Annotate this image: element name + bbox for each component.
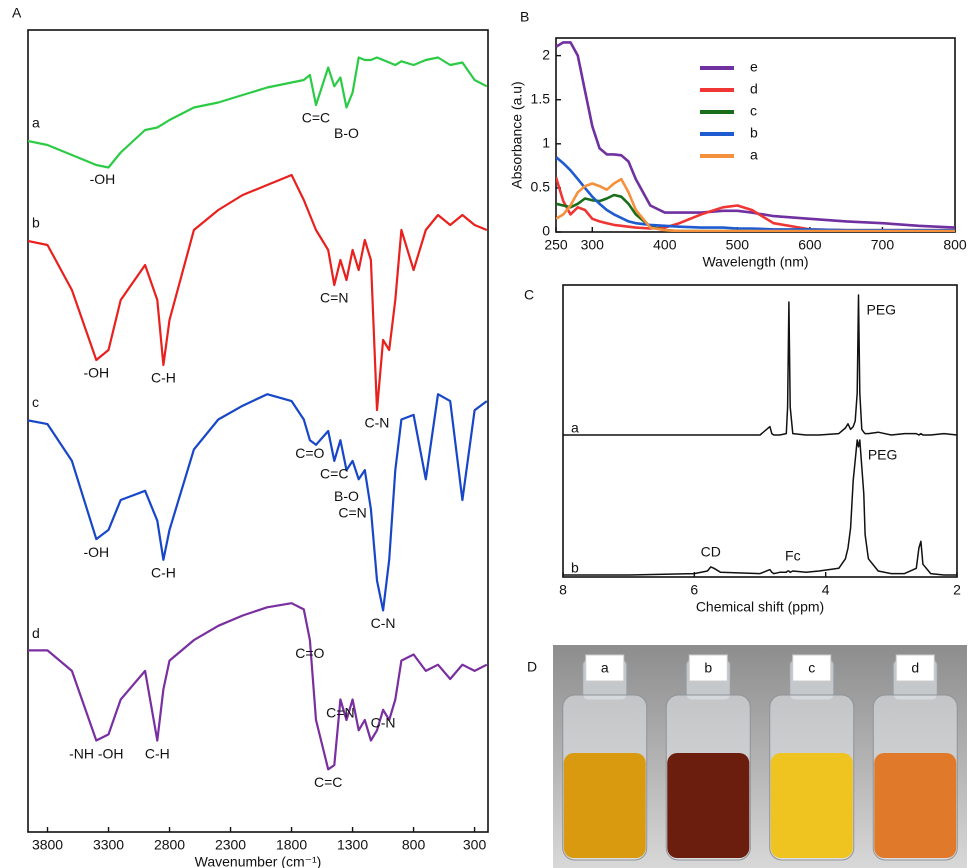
y-axis-label: Absorbance (a.u) — [509, 81, 525, 188]
x-tick-label: 800 — [402, 837, 426, 853]
annotation: B-O — [334, 125, 359, 141]
annotation: PEG — [868, 447, 898, 463]
annotation: -OH — [83, 544, 109, 560]
series-line — [23, 58, 487, 168]
series-line — [556, 177, 955, 230]
annotation: -NH -OH — [69, 745, 123, 761]
annotation: C=O — [295, 445, 324, 461]
series-line — [563, 440, 957, 575]
panel-label: B — [520, 9, 529, 25]
vial-label: c — [808, 660, 815, 676]
x-tick-label: 2800 — [154, 837, 185, 853]
vial-liquid — [771, 753, 853, 858]
x-axis-label: Chemical shift (ppm) — [696, 599, 824, 615]
annotation: C-H — [151, 565, 176, 581]
x-tick-label: 700 — [871, 237, 895, 253]
plot-frame — [28, 30, 488, 832]
x-tick-label: 400 — [653, 237, 677, 253]
y-tick-label: 1.5 — [531, 90, 551, 106]
annotation: C-N — [365, 415, 390, 431]
x-tick-label: 300 — [581, 237, 605, 253]
x-tick-label: 500 — [726, 237, 750, 253]
series-label: a — [32, 115, 40, 131]
annotation: C=C — [302, 110, 330, 126]
series-label: c — [32, 394, 39, 410]
vial-liquid — [667, 753, 749, 858]
x-tick-label: 2 — [953, 582, 961, 598]
series-line — [23, 394, 487, 610]
annotation: C=C — [320, 466, 348, 482]
x-tick-label: 300 — [463, 837, 487, 853]
series-line — [563, 295, 957, 435]
annotation: C-N — [371, 715, 396, 731]
annotation: B-O — [334, 488, 359, 504]
annotation: C=N — [320, 290, 348, 306]
legend-label: a — [750, 147, 758, 163]
x-tick-label: 1300 — [337, 837, 368, 853]
vial-label: d — [911, 660, 919, 676]
series-label: d — [32, 625, 40, 641]
annotation: C=C — [314, 774, 342, 790]
annotation: C-H — [145, 745, 170, 761]
annotation: PEG — [867, 302, 897, 318]
series-line — [556, 157, 955, 230]
annotation: C-N — [371, 615, 396, 631]
y-tick-label: 0 — [542, 223, 550, 239]
y-tick-label: 0.5 — [531, 179, 551, 195]
plot-frame — [563, 285, 957, 577]
legend-label: c — [750, 103, 757, 119]
annotation: -OH — [90, 171, 116, 187]
series-label: b — [32, 215, 40, 231]
annotation: C-H — [151, 370, 176, 386]
vial-liquid — [564, 753, 646, 858]
series-label: b — [571, 560, 579, 576]
y-tick-label: 1 — [542, 135, 550, 151]
x-axis-label: Wavelength (nm) — [702, 254, 808, 270]
series-label: a — [571, 420, 579, 436]
annotation: -OH — [83, 365, 109, 381]
vial-label: b — [704, 660, 712, 676]
x-tick-label: 600 — [798, 237, 822, 253]
x-tick-label: 8 — [559, 582, 567, 598]
annotation: Fc — [785, 548, 801, 564]
y-tick-label: 2 — [542, 46, 550, 62]
x-tick-label: 1800 — [276, 837, 307, 853]
x-tick-label: 4 — [822, 582, 830, 598]
x-tick-label: 250 — [544, 237, 568, 253]
x-axis-label: Wavenumber (cm⁻¹) — [195, 854, 322, 868]
x-tick-label: 3300 — [93, 837, 124, 853]
figure: A380033002800230018001300800300Wavenumbe… — [0, 0, 969, 868]
x-tick-label: 3800 — [32, 837, 63, 853]
annotation: C=N — [326, 704, 354, 720]
vial-liquid — [874, 753, 956, 858]
vial-label: a — [601, 660, 609, 676]
panel-label: C — [524, 287, 534, 303]
legend-label: b — [750, 125, 758, 141]
panel-label: D — [527, 659, 537, 675]
panel-label: A — [12, 5, 22, 21]
annotation: C=N — [338, 505, 366, 521]
legend-label: d — [750, 81, 758, 97]
annotation: CD — [701, 544, 721, 560]
x-tick-label: 2300 — [215, 837, 246, 853]
legend-label: e — [750, 59, 758, 75]
annotation: C=O — [295, 645, 324, 661]
x-tick-label: 800 — [943, 237, 967, 253]
x-tick-label: 6 — [690, 582, 698, 598]
